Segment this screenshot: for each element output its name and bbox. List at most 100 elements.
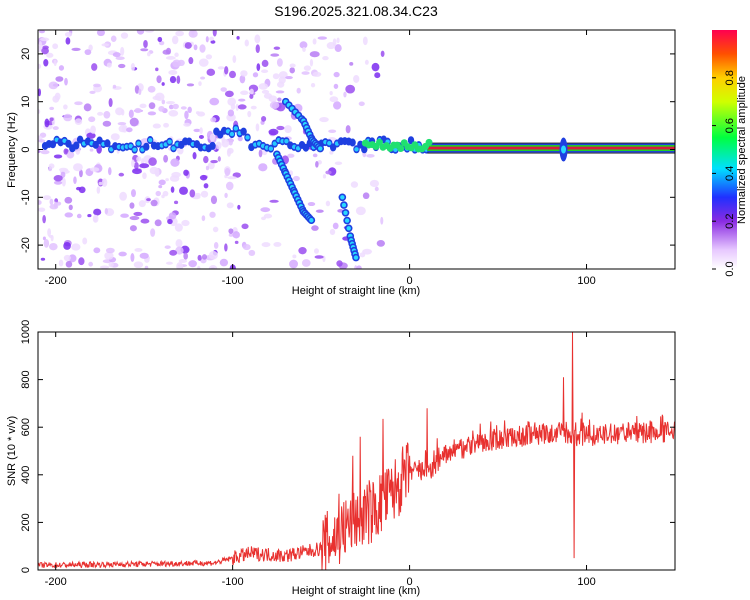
spectrogram-speckle	[139, 103, 147, 109]
spectrogram-speckle	[173, 200, 179, 205]
spectrogram-band-core	[272, 141, 277, 146]
spectrogram-speckle	[49, 117, 54, 122]
spectrogram-descending-branch-core	[309, 218, 314, 223]
spectrogram-speckle	[179, 186, 188, 195]
spectrogram-speckle	[201, 254, 208, 260]
spectrogram-speckle	[39, 37, 50, 42]
spectrogram-speckle	[244, 39, 249, 47]
colorbar-tick-label: 0.8	[724, 70, 736, 85]
spectrogram-speckle	[240, 70, 248, 77]
spectrogram-speckle	[52, 43, 59, 50]
spectrogram-band-core	[128, 144, 133, 149]
spectrogram-speckle	[332, 38, 337, 46]
spectrogram-speckle	[63, 254, 71, 262]
spectrogram-deep-branch-core	[343, 210, 348, 215]
spectrogram-speckle	[174, 52, 179, 58]
spectrogram-speckle	[242, 244, 251, 251]
spectrogram-speckle	[358, 101, 365, 107]
spectrogram-speckle	[170, 158, 180, 167]
spectrogram-speckle	[287, 153, 295, 158]
spectrogram-speckle	[86, 132, 96, 139]
spectrogram-speckle	[334, 161, 343, 166]
spectrogram-speckle	[322, 174, 327, 179]
spectrogram-speckle	[309, 59, 314, 67]
spectrogram-speckle	[258, 83, 269, 90]
spectrogram-scatter	[38, 30, 385, 269]
spectrogram-ytick-label: 20	[20, 48, 32, 60]
colorbar: 0.0 0.2 0.4 0.6 0.8 Normalized spectral ampl…	[712, 30, 748, 277]
spectrogram-ytick-label: 0	[20, 146, 32, 152]
spectrogram-speckle	[139, 163, 150, 169]
spectrogram-speckle	[48, 81, 59, 90]
spectrogram-speckle	[310, 82, 316, 88]
spectrogram-speckle	[235, 103, 239, 111]
spectrogram-speckle	[110, 133, 120, 141]
spectrogram-speckle	[134, 107, 142, 114]
spectrogram-speckle	[38, 109, 41, 115]
spectrogram-speckle	[289, 67, 295, 74]
spectrogram-speckle	[224, 66, 229, 75]
spectrogram-speckle	[74, 118, 83, 125]
spectrogram-speckle	[108, 261, 114, 268]
spectrogram-speckle	[52, 126, 59, 131]
spectrogram-speckle	[71, 47, 81, 51]
colorbar-label: Normalized spectral amplitude	[736, 76, 748, 224]
spectrogram-speckle	[353, 74, 360, 83]
spectrogram-speckle	[227, 176, 237, 180]
snr-xtick-label: 0	[407, 576, 413, 588]
spectrogram-speckle	[314, 255, 324, 259]
spectrogram-speckle	[273, 46, 281, 50]
snr-plot: -200 -100 0 100 0 200 400 600 800 1000 Height of…	[6, 320, 676, 597]
spectrogram-band-blob	[104, 139, 111, 148]
spectrogram-speckle	[356, 265, 362, 269]
spectrogram-speckle	[205, 54, 213, 60]
spectrogram-speckle	[55, 76, 64, 82]
colorbar-tick-label: 0.0	[724, 261, 736, 276]
spectrogram-speckle	[200, 190, 209, 198]
spectrogram-speckle	[292, 175, 300, 182]
spectrogram-speckle	[250, 105, 257, 110]
spectrogram-speckle	[118, 172, 125, 177]
spectrogram-speckle	[148, 102, 156, 110]
spectrogram-speckle	[197, 254, 202, 261]
spectrogram-speckle	[104, 207, 109, 215]
spectrogram-speckle	[101, 178, 108, 187]
spectrogram-speckle	[165, 261, 173, 265]
spectrogram-speckle	[307, 202, 316, 207]
spectrogram-speckle	[128, 109, 134, 119]
spectrogram-speckle	[143, 39, 148, 49]
spectrogram-speckle	[50, 234, 54, 242]
spectrogram-speckle	[120, 32, 129, 39]
spectrogram-band-core	[393, 147, 398, 153]
spectrogram-speckle	[119, 191, 128, 201]
spectrogram-speckle	[371, 62, 380, 72]
spectrogram-ytick-label: -10	[20, 189, 32, 205]
spectrogram-speckle	[224, 243, 228, 252]
spectrogram-speckle	[107, 167, 112, 176]
spectrogram-speckle	[240, 90, 249, 95]
spectrogram-speckle	[133, 211, 143, 216]
spectrogram-speckle	[96, 186, 101, 194]
spectrogram-band-core	[284, 139, 289, 144]
spectrogram-speckle	[165, 47, 172, 55]
spectrogram-speckle	[146, 51, 151, 57]
spectrogram-speckle	[376, 240, 385, 247]
spectrogram-speckle	[168, 110, 179, 117]
spectrogram-speckle	[165, 178, 169, 182]
spectrogram-speckle	[40, 150, 50, 155]
spectrogram-speckle	[63, 241, 71, 250]
spectrogram-speckle	[268, 95, 278, 103]
spectrogram-speckle	[66, 150, 75, 159]
spectrogram-speckle	[284, 125, 292, 134]
spectrogram-speckle	[232, 55, 237, 63]
spectrogram-speckle	[237, 136, 243, 142]
spectrogram-band-core	[109, 147, 114, 152]
spectrogram-speckle	[168, 212, 177, 220]
spectrogram-speckle	[155, 67, 159, 72]
spectrogram-speckle	[110, 35, 117, 42]
spectrogram-speckle	[227, 109, 235, 117]
spectrogram-speckle	[106, 62, 112, 68]
spectrogram-deep-branch-core	[341, 202, 347, 208]
spectrogram-speckle	[120, 46, 125, 56]
spectrogram-band-blob	[361, 145, 368, 154]
